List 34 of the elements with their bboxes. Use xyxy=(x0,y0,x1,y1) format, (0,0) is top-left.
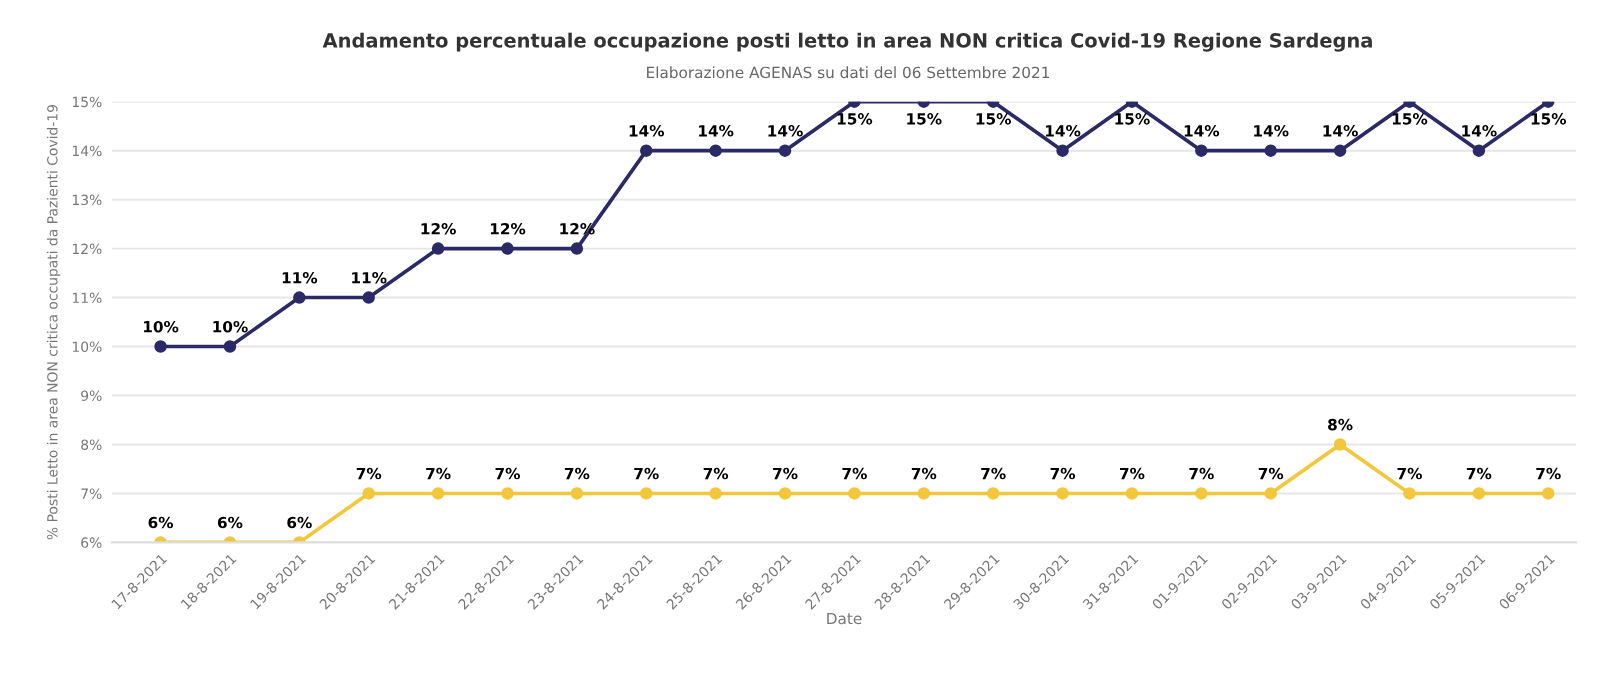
point xyxy=(293,291,306,304)
point xyxy=(640,144,653,157)
point xyxy=(1472,144,1486,157)
point xyxy=(640,487,653,500)
point xyxy=(362,487,375,500)
point xyxy=(501,242,514,255)
point xyxy=(1264,144,1277,157)
point xyxy=(223,340,237,353)
point xyxy=(1333,438,1347,451)
point xyxy=(1472,487,1486,500)
point xyxy=(848,487,861,500)
point xyxy=(778,487,792,500)
point xyxy=(570,487,584,500)
point xyxy=(1056,487,1069,500)
point xyxy=(709,487,722,500)
point xyxy=(1403,487,1416,500)
point xyxy=(362,291,375,304)
point xyxy=(1542,487,1555,500)
point xyxy=(501,487,514,500)
point xyxy=(709,144,722,157)
point xyxy=(431,487,445,500)
chart-title: Andamento percentuale occupazione posti letto in area NON critica Covid-19 Regione Sardegna xyxy=(322,32,1372,52)
point xyxy=(431,242,445,255)
point xyxy=(778,144,792,157)
point xyxy=(1264,487,1277,500)
point xyxy=(1056,144,1069,157)
point xyxy=(1195,144,1208,157)
point xyxy=(917,487,931,500)
point xyxy=(986,487,1000,500)
point xyxy=(154,340,167,353)
point xyxy=(1125,487,1139,500)
point xyxy=(1333,144,1347,157)
point xyxy=(570,242,584,255)
point xyxy=(1195,487,1208,500)
